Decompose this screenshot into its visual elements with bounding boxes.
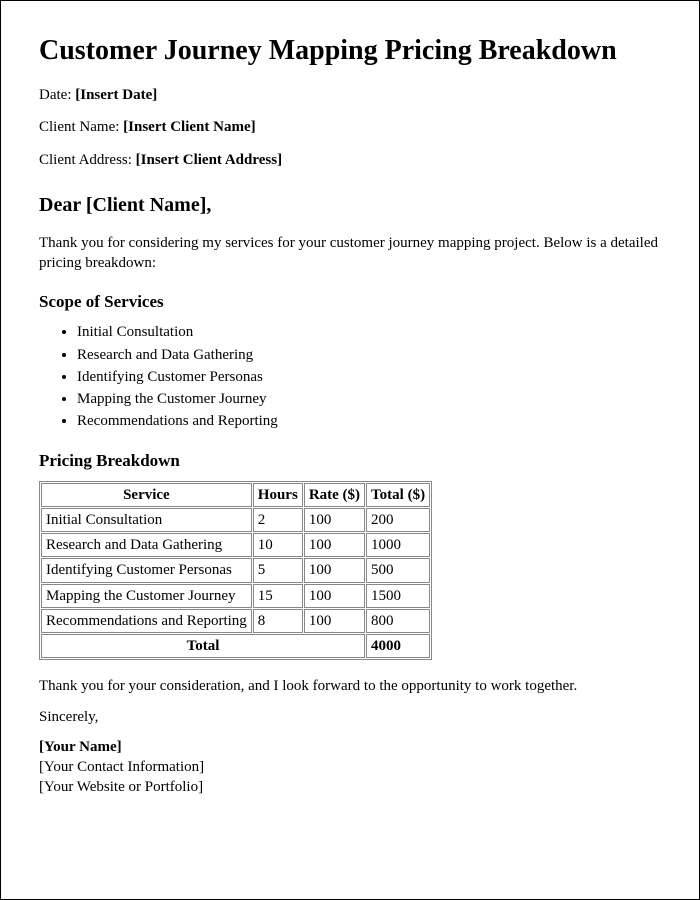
client-name-label: Client Name: [39,119,123,135]
table-row: Initial Consultation 2 100 200 [41,508,430,532]
cell: Mapping the Customer Journey [41,584,252,608]
cell: 100 [304,533,365,557]
cell: 1500 [366,584,430,608]
total-value: 4000 [366,634,430,658]
page-title: Customer Journey Mapping Pricing Breakdo… [39,35,661,67]
signoff: Sincerely, [39,707,661,727]
cell: 15 [253,584,303,608]
cell: 100 [304,584,365,608]
list-item: Identifying Customer Personas [77,367,661,387]
scope-heading: Scope of Services [39,291,661,314]
client-address-line: Client Address: [Insert Client Address] [39,150,661,170]
client-name-value: [Insert Client Name] [123,119,255,135]
signature-contact: [Your Contact Information] [39,759,204,775]
signature-block: [Your Name] [Your Contact Information] [… [39,737,661,798]
table-row: Mapping the Customer Journey 15 100 1500 [41,584,430,608]
col-hours: Hours [253,483,303,507]
cell: Identifying Customer Personas [41,558,252,582]
cell: Research and Data Gathering [41,533,252,557]
signature-website: [Your Website or Portfolio] [39,779,203,795]
list-item: Initial Consultation [77,322,661,342]
signature-name: [Your Name] [39,739,122,755]
pricing-heading: Pricing Breakdown [39,450,661,473]
list-item: Recommendations and Reporting [77,411,661,431]
col-total: Total ($) [366,483,430,507]
intro-paragraph: Thank you for considering my services fo… [39,233,661,274]
table-row: Research and Data Gathering 10 100 1000 [41,533,430,557]
pricing-table: Service Hours Rate ($) Total ($) Initial… [39,481,432,661]
cell: 100 [304,508,365,532]
list-item: Research and Data Gathering [77,345,661,365]
cell: 2 [253,508,303,532]
table-total-row: Total 4000 [41,634,430,658]
cell: 800 [366,609,430,633]
cell: 100 [304,558,365,582]
client-name-line: Client Name: [Insert Client Name] [39,117,661,137]
col-service: Service [41,483,252,507]
cell: 500 [366,558,430,582]
scope-list: Initial Consultation Research and Data G… [39,322,661,431]
cell: 8 [253,609,303,633]
cell: 1000 [366,533,430,557]
date-value: [Insert Date] [75,87,157,103]
table-header-row: Service Hours Rate ($) Total ($) [41,483,430,507]
col-rate: Rate ($) [304,483,365,507]
cell: 5 [253,558,303,582]
document-page: Customer Journey Mapping Pricing Breakdo… [0,0,700,900]
table-row: Recommendations and Reporting 8 100 800 [41,609,430,633]
total-label: Total [41,634,365,658]
list-item: Mapping the Customer Journey [77,389,661,409]
cell: 200 [366,508,430,532]
client-address-label: Client Address: [39,152,136,168]
date-label: Date: [39,87,75,103]
greeting: Dear [Client Name], [39,192,661,219]
cell: Initial Consultation [41,508,252,532]
date-line: Date: [Insert Date] [39,85,661,105]
client-address-value: [Insert Client Address] [136,152,282,168]
cell: Recommendations and Reporting [41,609,252,633]
closing-paragraph: Thank you for your consideration, and I … [39,676,661,696]
table-row: Identifying Customer Personas 5 100 500 [41,558,430,582]
cell: 10 [253,533,303,557]
cell: 100 [304,609,365,633]
